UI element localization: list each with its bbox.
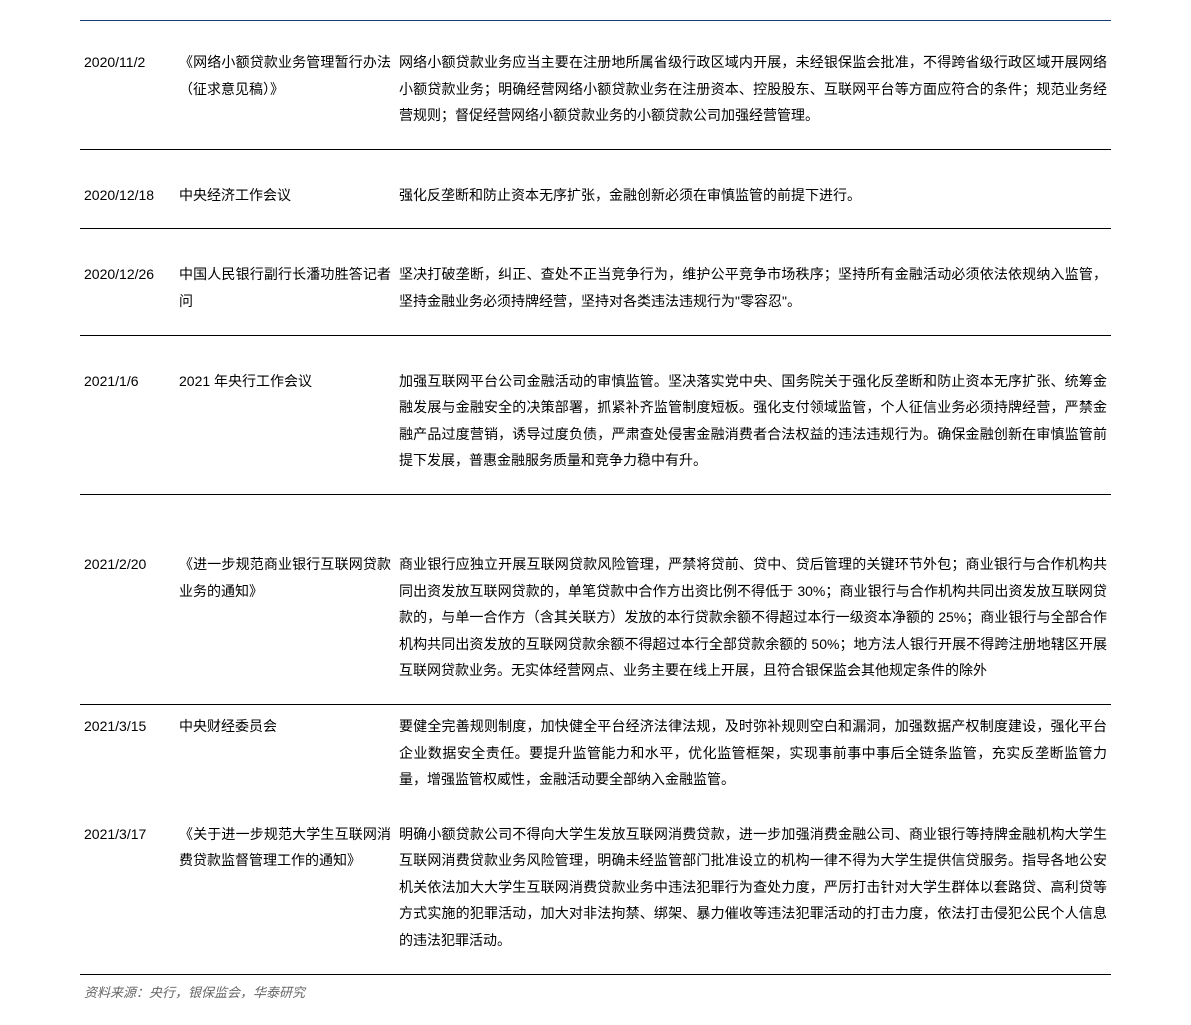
- content-cell: 坚决打破垄断，纠正、查处不正当竞争行为，维护公平竞争市场秩序；坚持所有金融活动必…: [395, 253, 1111, 335]
- content-cell: 明确小额贷款公司不得向大学生发放互联网消费贷款，进一步加强消费金融公司、商业银行…: [395, 813, 1111, 974]
- spacer: [80, 229, 1111, 254]
- table-row: 2021/3/17 《关于进一步规范大学生互联网消费贷款监督管理工作的通知》 明…: [80, 813, 1111, 974]
- spacer: [80, 494, 1111, 519]
- title-cell: 《网络小额贷款业务管理暂行办法（征求意见稿）》: [175, 41, 395, 149]
- date-cell: 2021/3/17: [80, 813, 175, 974]
- title-cell: 中央财经委员会: [175, 704, 395, 812]
- table-row: 2021/1/6 2021 年央行工作会议 加强互联网平台公司金融活动的审慎监管…: [80, 360, 1111, 495]
- table-row: 2021/3/15 中央财经委员会 要健全完善规则制度，加快健全平台经济法律法规…: [80, 704, 1111, 812]
- date-cell: 2021/3/15: [80, 704, 175, 812]
- table-row: 2020/12/18 中央经济工作会议 强化反垄断和防止资本无序扩张，金融创新必…: [80, 174, 1111, 229]
- title-cell: 中央经济工作会议: [175, 174, 395, 229]
- date-cell: 2020/12/26: [80, 253, 175, 335]
- table-row: 2020/12/26 中国人民银行副行长潘功胜答记者问 坚决打破垄断，纠正、查处…: [80, 253, 1111, 335]
- date-cell: 2021/1/6: [80, 360, 175, 495]
- spacer: [80, 519, 1111, 543]
- date-cell: 2020/12/18: [80, 174, 175, 229]
- content-cell: 要健全完善规则制度，加快健全平台经济法律法规，及时弥补规则空白和漏洞，加强数据产…: [395, 704, 1111, 812]
- title-cell: 中国人民银行副行长潘功胜答记者问: [175, 253, 395, 335]
- title-cell: 《进一步规范商业银行互联网贷款业务的通知》: [175, 543, 395, 704]
- top-divider: [80, 20, 1111, 21]
- date-cell: 2021/2/20: [80, 543, 175, 704]
- table-row: 2021/2/20 《进一步规范商业银行互联网贷款业务的通知》 商业银行应独立开…: [80, 543, 1111, 704]
- title-cell: 《关于进一步规范大学生互联网消费贷款监督管理工作的通知》: [175, 813, 395, 974]
- content-cell: 商业银行应独立开展互联网贷款风险管理，严禁将贷前、贷中、贷后管理的关键环节外包；…: [395, 543, 1111, 704]
- spacer: [80, 335, 1111, 360]
- content-cell: 网络小额贷款业务应当主要在注册地所属省级行政区域内开展，未经银保监会批准，不得跨…: [395, 41, 1111, 149]
- date-cell: 2020/11/2: [80, 41, 175, 149]
- content-cell: 加强互联网平台公司金融活动的审慎监管。坚决落实党中央、国务院关于强化反垄断和防止…: [395, 360, 1111, 495]
- policy-table: 2020/11/2 《网络小额贷款业务管理暂行办法（征求意见稿）》 网络小额贷款…: [80, 41, 1111, 975]
- content-cell: 强化反垄断和防止资本无序扩张，金融创新必须在审慎监管的前提下进行。: [395, 174, 1111, 229]
- table-row: 2020/11/2 《网络小额贷款业务管理暂行办法（征求意见稿）》 网络小额贷款…: [80, 41, 1111, 149]
- title-cell: 2021 年央行工作会议: [175, 360, 395, 495]
- spacer: [80, 149, 1111, 174]
- source-note: 资料来源：央行，银保监会，华泰研究: [80, 981, 1111, 1006]
